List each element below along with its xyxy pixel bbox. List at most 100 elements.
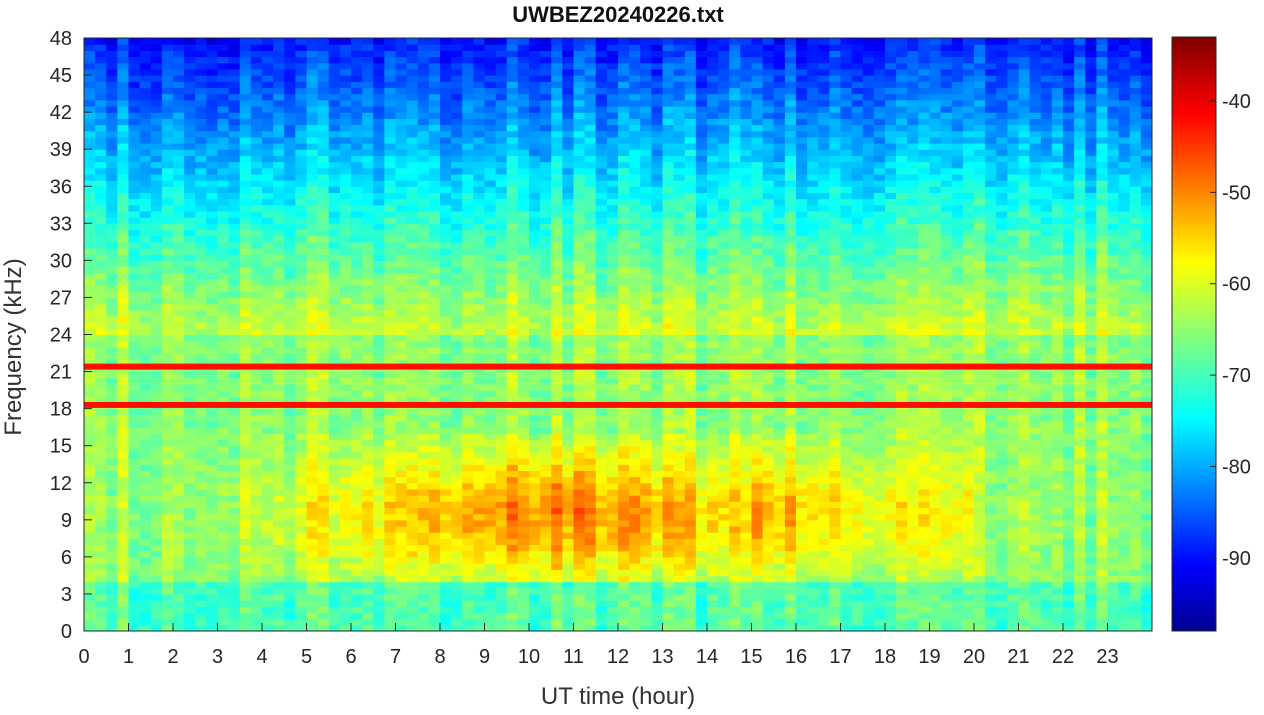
heatmap-cell <box>573 377 586 385</box>
heatmap-cell <box>506 112 519 119</box>
heatmap-cell <box>195 371 207 379</box>
heatmap-cell <box>373 136 385 144</box>
heatmap-cell <box>651 81 664 89</box>
heatmap-cell <box>484 38 497 45</box>
heatmap-cell <box>529 248 541 255</box>
heatmap-cell <box>373 408 385 416</box>
heatmap-cell <box>250 618 263 626</box>
heatmap-cell <box>239 192 252 200</box>
heatmap-cell <box>451 575 463 583</box>
heatmap-cell <box>250 408 263 416</box>
heatmap-cell <box>473 513 486 521</box>
heatmap-cell <box>306 563 319 570</box>
heatmap-cell <box>95 359 107 366</box>
heatmap-cell <box>428 495 441 502</box>
heatmap-cell <box>239 173 252 181</box>
heatmap-cell <box>351 575 363 583</box>
heatmap-cell <box>95 624 107 631</box>
heatmap-cell <box>640 538 652 546</box>
heatmap-cell <box>506 383 519 391</box>
heatmap-cell <box>473 149 486 156</box>
heatmap-cell <box>117 482 130 490</box>
heatmap-cell <box>584 99 597 107</box>
heatmap-cell <box>406 600 419 607</box>
heatmap-cell <box>184 285 196 292</box>
heatmap-cell <box>262 105 274 113</box>
heatmap-cell <box>150 414 163 422</box>
heatmap-cell <box>84 488 96 496</box>
heatmap-cell <box>339 309 352 317</box>
heatmap-cell <box>651 408 664 416</box>
heatmap-cell <box>606 112 619 119</box>
heatmap-cell <box>540 297 552 305</box>
heatmap-cell <box>506 600 519 607</box>
heatmap-cell <box>440 155 452 163</box>
heatmap-cell <box>584 130 597 138</box>
heatmap-cell <box>184 124 196 132</box>
heatmap-cell <box>484 315 497 323</box>
heatmap-cell <box>250 161 263 169</box>
heatmap-cell <box>161 38 174 45</box>
heatmap-cell <box>629 297 641 305</box>
heatmap-cell <box>217 532 230 539</box>
heatmap-cell <box>84 581 96 589</box>
heatmap-cell <box>161 217 174 224</box>
heatmap-cell <box>618 136 630 144</box>
heatmap-cell <box>84 309 96 317</box>
heatmap-cell <box>317 161 330 169</box>
heatmap-cell <box>161 569 174 577</box>
heatmap-cell <box>295 495 308 502</box>
heatmap-cell <box>139 93 152 101</box>
heatmap-cell <box>317 427 330 434</box>
heatmap-cell <box>551 488 563 496</box>
heatmap-cell <box>206 81 219 89</box>
heatmap-cell <box>273 482 285 490</box>
heatmap-cell <box>351 420 363 428</box>
heatmap-cell <box>161 149 174 156</box>
heatmap-cell <box>150 309 163 317</box>
heatmap-cell <box>595 353 608 360</box>
heatmap-cell <box>217 383 230 391</box>
heatmap-cell <box>250 575 263 583</box>
heatmap-cell <box>195 334 207 342</box>
heatmap-cell <box>495 136 508 144</box>
heatmap-cell <box>529 68 541 76</box>
heatmap-cell <box>306 513 319 521</box>
heatmap-cell <box>184 223 196 231</box>
heatmap-cell <box>206 161 219 169</box>
heatmap-cell <box>306 353 319 360</box>
heatmap-cell <box>161 581 174 589</box>
heatmap-cell <box>173 75 185 82</box>
heatmap-cell <box>495 328 508 336</box>
heatmap-cell <box>106 451 118 459</box>
heatmap-cell <box>262 377 274 385</box>
heatmap-cell <box>440 519 452 527</box>
heatmap-cell <box>273 458 285 465</box>
heatmap-cell <box>317 383 330 391</box>
heatmap-cell <box>262 488 274 496</box>
heatmap-cell <box>362 408 374 416</box>
heatmap-cell <box>529 377 541 385</box>
heatmap-cell <box>306 136 319 144</box>
heatmap-cell <box>417 396 430 404</box>
heatmap-cell <box>373 618 385 626</box>
heatmap-cell <box>529 606 541 614</box>
heatmap-cell <box>173 569 185 577</box>
heatmap-cell <box>529 618 541 626</box>
heatmap-cell <box>551 550 563 558</box>
heatmap-cell <box>495 223 508 231</box>
heatmap-cell <box>106 62 118 70</box>
heatmap-cell <box>540 346 552 354</box>
heatmap-cell <box>351 173 363 181</box>
heatmap-cell <box>273 359 285 366</box>
heatmap-cell <box>473 612 486 620</box>
heatmap-cell <box>273 612 285 620</box>
heatmap-cell <box>317 532 330 539</box>
heatmap-cell <box>206 303 219 311</box>
heatmap-cell <box>351 272 363 280</box>
heatmap-cell <box>84 254 96 261</box>
heatmap-cell <box>117 68 130 76</box>
heatmap-cell <box>551 229 563 237</box>
heatmap-cell <box>195 198 207 206</box>
heatmap-cell <box>540 130 552 138</box>
